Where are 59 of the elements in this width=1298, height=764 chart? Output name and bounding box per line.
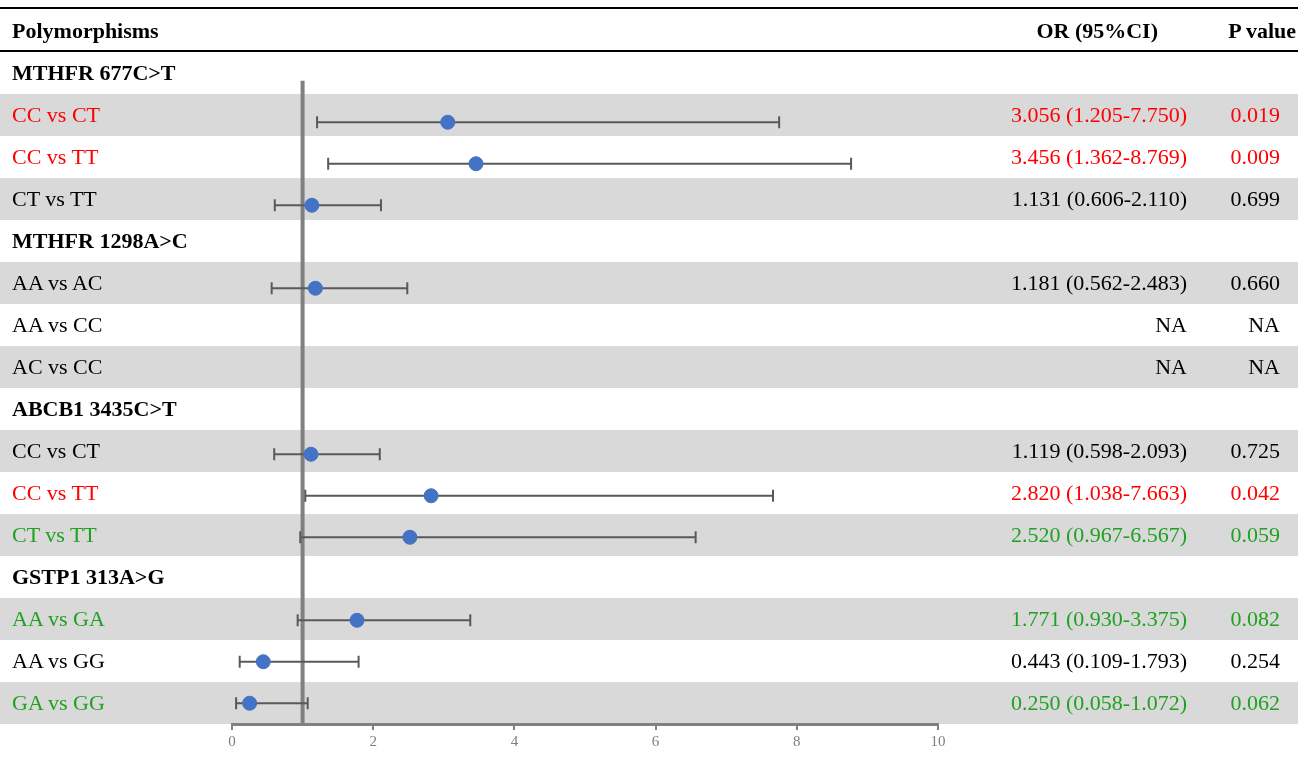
point (307, 280, 323, 296)
data-label: NA (1248, 353, 1280, 381)
y-tick-label: AA vs CC (12, 311, 103, 339)
data-label: 2.520 (0.967-6.567) (1011, 521, 1187, 549)
y-tick-label: CT vs TT (12, 185, 97, 213)
y-tick-label: CC vs TT (12, 143, 99, 171)
y-tick-label: AA vs GG (12, 647, 105, 675)
data-label: 0.250 (0.058-1.072) (1011, 689, 1187, 717)
data-label: 1.181 (0.562-2.483) (1011, 269, 1187, 297)
data-label: 0.062 (1230, 689, 1280, 717)
data-label: 0.042 (1230, 479, 1280, 507)
x-tick-label: 4 (510, 732, 519, 749)
data-label: NA (1248, 311, 1280, 339)
data-label: 0.019 (1230, 101, 1280, 129)
text: NA (1155, 354, 1187, 379)
data-label: 1.119 (0.598-2.093) (1011, 437, 1187, 465)
point (440, 114, 456, 130)
x-tick-label: 2 (369, 732, 377, 749)
data-label: 0.254 (1230, 647, 1280, 675)
y-tick-label: ABCB1 3435C>T (12, 395, 177, 423)
data-label: 3.456 (1.362-8.769) (1011, 143, 1187, 171)
data-label: 1.131 (0.606-2.110) (1011, 185, 1187, 213)
data-label: 0.660 (1230, 269, 1280, 297)
data-label: 0.699 (1230, 185, 1280, 213)
point (402, 529, 418, 545)
y-tick-label: AA vs GA (12, 605, 105, 633)
y-tick-label: CC vs CT (12, 101, 101, 129)
y-tick-label: GSTP1 313A>G (12, 563, 165, 591)
x-tick-label: 6 (651, 732, 660, 749)
data-label: 1.771 (0.930-3.375) (1011, 605, 1187, 633)
y-tick-label: CC vs TT (12, 479, 99, 507)
data-label: 0.059 (1230, 521, 1280, 549)
y-axis-title: Polymorphisms (12, 17, 159, 45)
y-tick-label: CT vs TT (12, 521, 97, 549)
point (255, 654, 271, 670)
point (303, 446, 319, 462)
point (349, 612, 365, 628)
y-tick-label: AC vs CC (12, 353, 103, 381)
data-label: 2.820 (1.038-7.663) (1011, 479, 1187, 507)
y-tick-label: CC vs CT (12, 437, 101, 465)
y-tick-label: MTHFR 677C>T (12, 59, 176, 87)
data-label: 0.443 (0.109-1.793) (1011, 647, 1187, 675)
point (468, 156, 484, 172)
data-label: 0.082 (1230, 605, 1280, 633)
text: P value (1228, 17, 1296, 45)
x-tick-label: 8 (793, 732, 801, 749)
point (304, 197, 320, 213)
y-tick-label: MTHFR 1298A>C (12, 227, 188, 255)
point (242, 695, 258, 711)
y-tick-label: AA vs AC (12, 269, 103, 297)
data-label: 0.009 (1230, 143, 1280, 171)
x-tick-label: 0 (228, 732, 236, 749)
data-label: 3.056 (1.205-7.750) (1011, 101, 1187, 129)
text: NA (1155, 312, 1187, 337)
y-tick-label: GA vs GG (12, 689, 105, 717)
text: OR (95%CI) (1036, 17, 1158, 45)
data-label: 0.725 (1230, 437, 1280, 465)
x-tick-label: 10 (930, 732, 946, 749)
point (423, 488, 439, 504)
